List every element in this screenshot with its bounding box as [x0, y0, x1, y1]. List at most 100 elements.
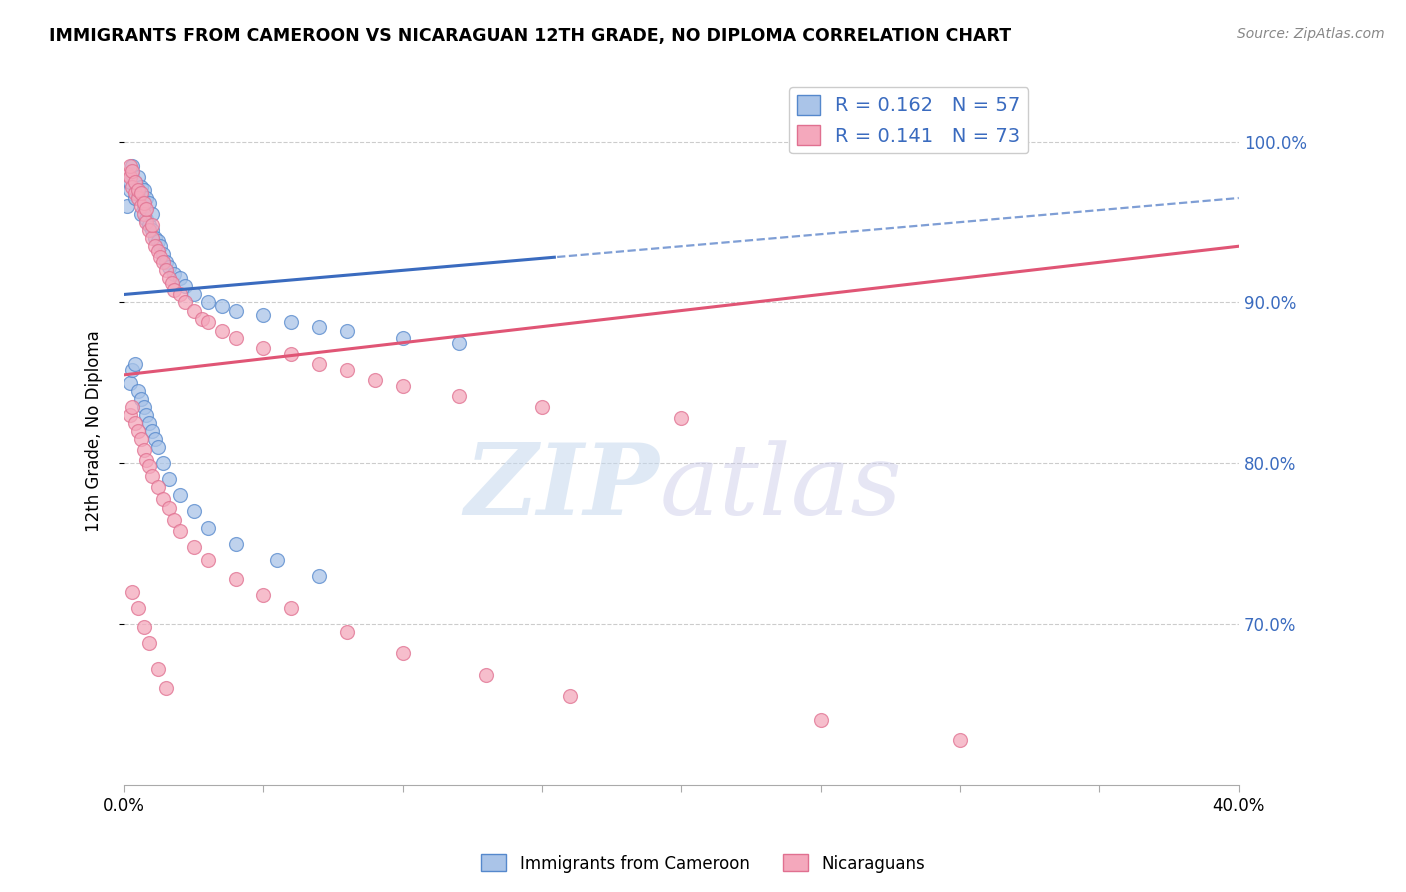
Point [132, 400, 155, 414]
Point [197, 295, 219, 310]
Point [129, 207, 152, 221]
Point [949, 732, 972, 747]
Point [447, 389, 470, 403]
Point [174, 279, 197, 293]
Point [127, 186, 149, 201]
Point [138, 416, 160, 430]
Point [163, 267, 186, 281]
Point [191, 311, 214, 326]
Point [132, 195, 155, 210]
Point [155, 681, 177, 696]
Point [336, 325, 359, 339]
Point [141, 207, 163, 221]
Point [280, 601, 302, 615]
Point [197, 520, 219, 534]
Point [124, 357, 146, 371]
Point [127, 170, 149, 185]
Point [138, 219, 160, 233]
Point [141, 469, 163, 483]
Point [211, 299, 233, 313]
Point [152, 491, 174, 506]
Point [308, 357, 330, 371]
Point [157, 271, 180, 285]
Point [149, 239, 172, 253]
Point [118, 183, 141, 197]
Point [155, 263, 177, 277]
Point [336, 625, 359, 640]
Point [132, 443, 155, 458]
Point [266, 552, 288, 566]
Point [138, 223, 160, 237]
Point [308, 319, 330, 334]
Legend: R = 0.162   N = 57, R = 0.141   N = 73: R = 0.162 N = 57, R = 0.141 N = 73 [789, 87, 1028, 153]
Point [157, 260, 180, 274]
Point [183, 287, 205, 301]
Point [225, 536, 247, 550]
Point [252, 309, 274, 323]
Point [121, 400, 143, 414]
Point [174, 295, 197, 310]
Point [146, 244, 169, 258]
Point [152, 255, 174, 269]
Point [115, 199, 138, 213]
Point [152, 247, 174, 261]
Point [135, 408, 157, 422]
Point [810, 714, 832, 728]
Point [391, 379, 413, 393]
Point [146, 662, 169, 676]
Point [197, 552, 219, 566]
Point [183, 504, 205, 518]
Point [169, 287, 191, 301]
Point [118, 376, 141, 390]
Point [124, 416, 146, 430]
Point [132, 620, 155, 634]
Point [252, 588, 274, 602]
Point [169, 524, 191, 538]
Point [157, 472, 180, 486]
Point [124, 186, 146, 201]
Point [132, 199, 155, 213]
Text: Source: ZipAtlas.com: Source: ZipAtlas.com [1237, 27, 1385, 41]
Point [118, 159, 141, 173]
Point [152, 456, 174, 470]
Y-axis label: 12th Grade, No Diploma: 12th Grade, No Diploma [86, 330, 103, 532]
Point [155, 255, 177, 269]
Legend: Immigrants from Cameroon, Nicaraguans: Immigrants from Cameroon, Nicaraguans [474, 847, 932, 880]
Point [127, 601, 149, 615]
Point [143, 231, 166, 245]
Point [364, 373, 387, 387]
Point [129, 392, 152, 406]
Point [121, 167, 143, 181]
Point [129, 199, 152, 213]
Point [336, 363, 359, 377]
Point [671, 411, 693, 425]
Point [118, 408, 141, 422]
Point [135, 202, 157, 217]
Point [118, 175, 141, 189]
Point [163, 512, 186, 526]
Point [141, 231, 163, 245]
Point [121, 159, 143, 173]
Point [121, 363, 143, 377]
Point [146, 235, 169, 249]
Point [138, 459, 160, 474]
Point [135, 453, 157, 467]
Point [149, 251, 172, 265]
Point [280, 315, 302, 329]
Point [531, 400, 554, 414]
Point [169, 271, 191, 285]
Point [135, 215, 157, 229]
Point [121, 179, 143, 194]
Point [157, 501, 180, 516]
Point [475, 668, 498, 682]
Point [391, 331, 413, 345]
Point [146, 480, 169, 494]
Point [169, 488, 191, 502]
Point [211, 325, 233, 339]
Point [124, 175, 146, 189]
Point [197, 315, 219, 329]
Point [132, 183, 155, 197]
Point [121, 585, 143, 599]
Point [141, 424, 163, 438]
Point [124, 175, 146, 189]
